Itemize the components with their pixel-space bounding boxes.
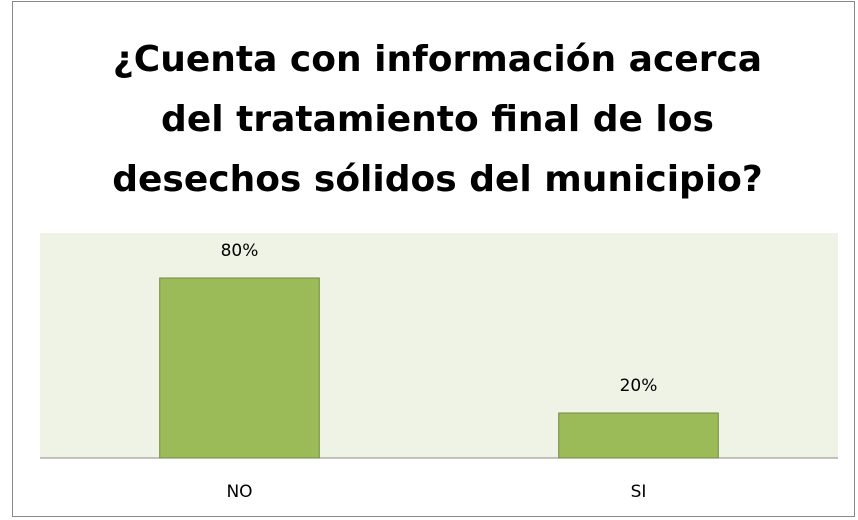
chart-frame [12, 1, 855, 517]
data-label: 20% [620, 376, 658, 396]
bar [558, 412, 719, 459]
bar [159, 277, 320, 459]
data-label: 80% [221, 241, 259, 261]
x-tick-label: NO [226, 482, 252, 502]
chart-title: ¿Cuenta con información acerca del trata… [112, 39, 763, 200]
x-tick-label: SI [631, 482, 647, 502]
